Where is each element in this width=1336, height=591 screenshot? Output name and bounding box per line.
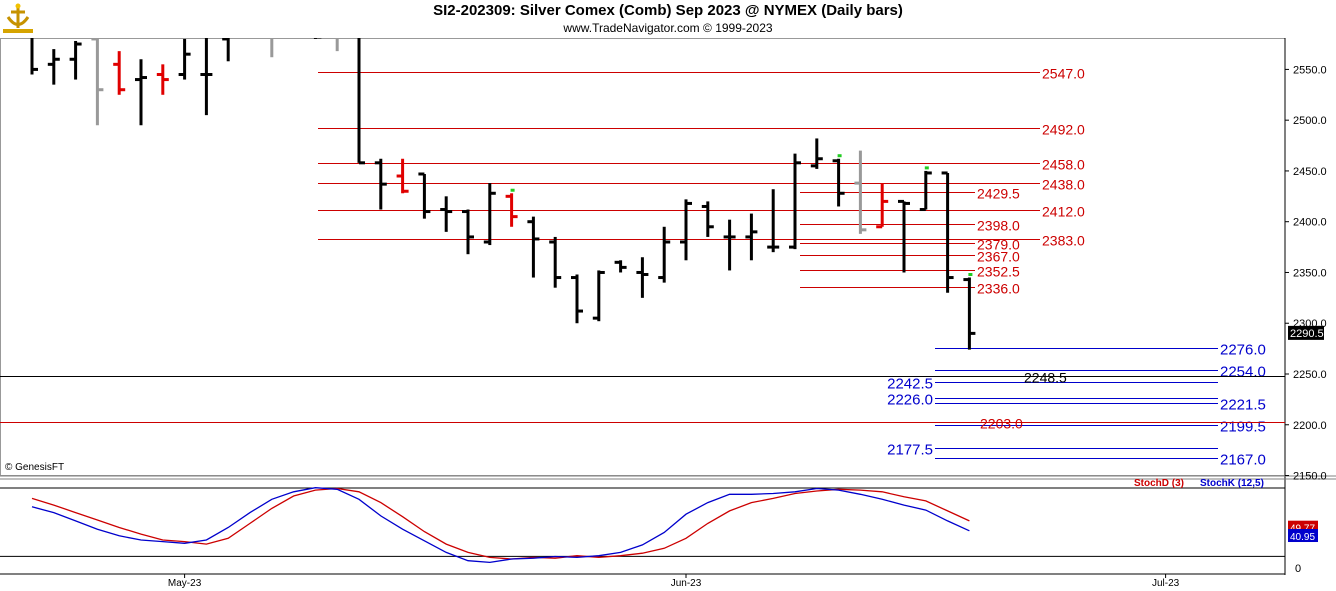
ohlc-bar — [701, 201, 714, 237]
ohlc-bar — [396, 158, 409, 194]
ohlc-bar — [47, 49, 60, 85]
stoch-k-line — [31, 487, 970, 564]
ohlc-bar — [767, 189, 780, 253]
price-level-label: 2458.0 — [1042, 157, 1085, 173]
y-tick-label: 2250.0 — [1293, 369, 1327, 381]
stoch-k-legend: StochK (12,5) — [1200, 478, 1264, 489]
y-tick-label: 2450.0 — [1293, 166, 1327, 178]
price-level-label: 2383.0 — [1042, 233, 1085, 249]
last-price-box — [1288, 325, 1324, 340]
ohlc-bar — [680, 199, 692, 261]
y-tick-label: 2150.0 — [1293, 471, 1327, 483]
ohlc-bar — [592, 270, 605, 322]
ohlc-bar — [335, 38, 339, 52]
stoch-y-tick-label: 0 — [1295, 563, 1301, 575]
price-level-label: 2226.0 — [887, 392, 933, 409]
price-level-label: 2242.5 — [887, 376, 933, 393]
price-level-label: 2336.0 — [977, 281, 1020, 297]
ohlc-bar — [462, 209, 474, 255]
ohlc-bar — [745, 213, 758, 261]
ohlc-bar — [658, 226, 671, 283]
price-level-label: 2492.0 — [1042, 122, 1085, 138]
y-tick-label: 2550.0 — [1293, 64, 1327, 76]
ohlc-bar — [549, 236, 562, 288]
x-tick-label: Jun-23 — [671, 578, 702, 589]
price-level-label: 2438.0 — [1042, 177, 1085, 193]
ohlc-bar — [636, 257, 649, 298]
x-tick-label: May-23 — [168, 578, 202, 589]
chart-title: SI2-202309: Silver Comex (Comb) Sep 2023… — [433, 2, 903, 19]
ohlc-bar — [357, 38, 365, 165]
ohlc-bar — [270, 38, 274, 58]
chart-header: SI2-202309: Silver Comex (Comb) Sep 2023… — [0, 0, 1336, 38]
ohlc-bar — [156, 64, 169, 95]
price-level-label: 2276.0 — [1220, 342, 1266, 359]
y-tick-label: 2350.0 — [1293, 267, 1327, 279]
price-level-label: 2199.5 — [1220, 419, 1266, 436]
ohlc-bar — [222, 38, 230, 62]
ohlc-bar — [789, 153, 801, 250]
ohlc-bar — [941, 171, 954, 293]
y-tick-label: 2500.0 — [1293, 115, 1327, 127]
ohlc-bar — [313, 38, 322, 39]
price-level-label: 2379.0 — [977, 237, 1020, 253]
y-tick-label: 2400.0 — [1293, 217, 1327, 229]
ohlc-bar — [919, 170, 932, 212]
price-level-label: 2167.0 — [1220, 452, 1266, 469]
price-level-label: 2177.5 — [887, 442, 933, 459]
chart-subtitle: www.TradeNavigator.com © 1999-2023 — [563, 21, 773, 35]
price-level-label: 2352.5 — [977, 264, 1020, 280]
stoch-d-legend: StochD (3) — [1134, 478, 1184, 489]
ohlc-bar — [810, 138, 823, 169]
ohlc-bar — [898, 199, 910, 273]
copyright-label: © GenesisFT — [5, 462, 65, 473]
price-level-label: 2203.0 — [980, 416, 1023, 432]
price-level-label: 2221.5 — [1220, 397, 1266, 414]
x-tick-label: Jul-23 — [1152, 578, 1180, 589]
price-level-label: 2398.0 — [977, 218, 1020, 234]
price-content: 2547.0 2492.0 2458.0 2438.0 2412.0 2383.0 2429… — [0, 38, 1285, 469]
stochastic-pane: 049.7740.95 — [0, 487, 1318, 575]
ohlc-bar — [614, 260, 627, 273]
price-level-label: 2429.5 — [977, 186, 1020, 202]
last-price-label: 2290.5 — [1290, 328, 1324, 340]
price-pane: 2150.02200.02250.02300.02350.02400.02450… — [0, 38, 1336, 589]
ohlc-bar — [30, 38, 38, 75]
ohlc-bar — [723, 219, 736, 271]
y-tick-label: 2200.0 — [1293, 420, 1327, 432]
ohlc-bar — [135, 59, 147, 126]
ohlc-bar — [418, 172, 431, 219]
ohlc-bar — [527, 216, 540, 278]
ohlc-bar — [113, 51, 126, 95]
price-level-label: 2367.0 — [977, 249, 1020, 265]
ohlc-bar — [440, 196, 453, 232]
ohlc-bar — [374, 158, 387, 210]
stoch-k-value-box — [1288, 529, 1318, 543]
price-level-label: 2254.0 — [1220, 364, 1266, 381]
price-level-label: 2412.0 — [1042, 204, 1085, 220]
ohlc-bar — [483, 183, 496, 246]
ohlc-bar — [876, 183, 889, 229]
ohlc-bar — [854, 150, 867, 234]
ohlc-bar — [963, 277, 976, 350]
stoch-k-value: 40.95 — [1290, 532, 1315, 543]
ohlc-bar — [832, 158, 845, 207]
price-level-label: 2547.0 — [1042, 66, 1085, 82]
ohlc-bar — [178, 38, 191, 80]
ohlc-bar — [571, 274, 583, 324]
price-plot-frame — [0, 38, 1286, 476]
ohlc-bar — [69, 40, 82, 80]
trade-navigator-logo-icon — [3, 3, 33, 33]
ohlc-bar — [200, 38, 213, 116]
price-level-label: 2248.5 — [1024, 370, 1067, 386]
ohlc-bar — [505, 193, 518, 227]
stoch-d-line — [31, 487, 970, 560]
ohlc-bar — [91, 38, 104, 126]
